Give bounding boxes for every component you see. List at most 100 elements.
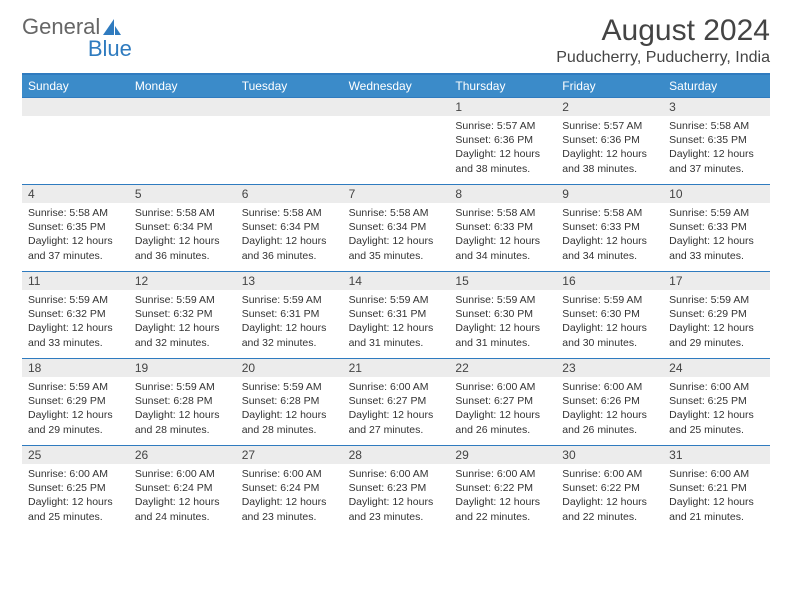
day-details: Sunrise: 5:59 AMSunset: 6:32 PMDaylight:… xyxy=(22,290,129,355)
day-details: Sunrise: 5:57 AMSunset: 6:36 PMDaylight:… xyxy=(556,116,663,181)
sunset-text: Sunset: 6:21 PM xyxy=(669,481,764,495)
sunrise-text: Sunrise: 5:58 AM xyxy=(135,206,230,220)
sunset-text: Sunset: 6:34 PM xyxy=(135,220,230,234)
sunrise-text: Sunrise: 5:59 AM xyxy=(242,293,337,307)
week-row: 18Sunrise: 5:59 AMSunset: 6:29 PMDayligh… xyxy=(22,358,770,445)
daylight-text: Daylight: 12 hours and 25 minutes. xyxy=(28,495,123,523)
daylight-text: Daylight: 12 hours and 38 minutes. xyxy=(455,147,550,175)
day-details: Sunrise: 5:59 AMSunset: 6:29 PMDaylight:… xyxy=(22,377,129,442)
day-header-row: Sunday Monday Tuesday Wednesday Thursday… xyxy=(22,75,770,97)
sunrise-text: Sunrise: 6:00 AM xyxy=(562,467,657,481)
day-details: Sunrise: 6:00 AMSunset: 6:27 PMDaylight:… xyxy=(449,377,556,442)
logo-text-2: Blue xyxy=(88,36,132,62)
day-cell xyxy=(343,98,450,184)
sunset-text: Sunset: 6:25 PM xyxy=(669,394,764,408)
day-number xyxy=(343,98,450,116)
day-number: 8 xyxy=(449,185,556,203)
day-details: Sunrise: 6:00 AMSunset: 6:25 PMDaylight:… xyxy=(663,377,770,442)
daylight-text: Daylight: 12 hours and 23 minutes. xyxy=(242,495,337,523)
day-details: Sunrise: 6:00 AMSunset: 6:23 PMDaylight:… xyxy=(343,464,450,529)
sunset-text: Sunset: 6:24 PM xyxy=(242,481,337,495)
day-header: Thursday xyxy=(449,75,556,97)
day-number: 1 xyxy=(449,98,556,116)
day-cell xyxy=(22,98,129,184)
day-details: Sunrise: 6:00 AMSunset: 6:26 PMDaylight:… xyxy=(556,377,663,442)
sunset-text: Sunset: 6:31 PM xyxy=(349,307,444,321)
day-cell xyxy=(129,98,236,184)
day-number: 12 xyxy=(129,272,236,290)
header: General August 2024 Puducherry, Puducher… xyxy=(22,14,770,67)
day-cell: 2Sunrise: 5:57 AMSunset: 6:36 PMDaylight… xyxy=(556,98,663,184)
sunset-text: Sunset: 6:22 PM xyxy=(562,481,657,495)
sunrise-text: Sunrise: 5:59 AM xyxy=(28,293,123,307)
daylight-text: Daylight: 12 hours and 29 minutes. xyxy=(28,408,123,436)
day-cell: 14Sunrise: 5:59 AMSunset: 6:31 PMDayligh… xyxy=(343,272,450,358)
day-cell: 8Sunrise: 5:58 AMSunset: 6:33 PMDaylight… xyxy=(449,185,556,271)
sunset-text: Sunset: 6:33 PM xyxy=(455,220,550,234)
sunrise-text: Sunrise: 5:58 AM xyxy=(349,206,444,220)
sunrise-text: Sunrise: 6:00 AM xyxy=(562,380,657,394)
daylight-text: Daylight: 12 hours and 36 minutes. xyxy=(135,234,230,262)
day-number: 26 xyxy=(129,446,236,464)
daylight-text: Daylight: 12 hours and 27 minutes. xyxy=(349,408,444,436)
sunrise-text: Sunrise: 5:59 AM xyxy=(135,293,230,307)
sunrise-text: Sunrise: 5:58 AM xyxy=(669,119,764,133)
logo-sail-icon xyxy=(102,18,122,36)
day-details: Sunrise: 6:00 AMSunset: 6:22 PMDaylight:… xyxy=(449,464,556,529)
day-number xyxy=(22,98,129,116)
sunset-text: Sunset: 6:34 PM xyxy=(242,220,337,234)
sunset-text: Sunset: 6:28 PM xyxy=(242,394,337,408)
sunset-text: Sunset: 6:29 PM xyxy=(669,307,764,321)
day-details: Sunrise: 5:59 AMSunset: 6:30 PMDaylight:… xyxy=(449,290,556,355)
day-header: Friday xyxy=(556,75,663,97)
title-block: August 2024 Puducherry, Puducherry, Indi… xyxy=(556,14,770,67)
sunrise-text: Sunrise: 6:00 AM xyxy=(349,380,444,394)
day-number: 31 xyxy=(663,446,770,464)
day-number: 7 xyxy=(343,185,450,203)
sunset-text: Sunset: 6:33 PM xyxy=(562,220,657,234)
day-header: Wednesday xyxy=(343,75,450,97)
day-number: 11 xyxy=(22,272,129,290)
week-row: 1Sunrise: 5:57 AMSunset: 6:36 PMDaylight… xyxy=(22,97,770,184)
day-number xyxy=(129,98,236,116)
day-number: 9 xyxy=(556,185,663,203)
day-number: 10 xyxy=(663,185,770,203)
daylight-text: Daylight: 12 hours and 28 minutes. xyxy=(135,408,230,436)
sunrise-text: Sunrise: 5:58 AM xyxy=(455,206,550,220)
week-row: 11Sunrise: 5:59 AMSunset: 6:32 PMDayligh… xyxy=(22,271,770,358)
day-details: Sunrise: 5:59 AMSunset: 6:30 PMDaylight:… xyxy=(556,290,663,355)
sunset-text: Sunset: 6:24 PM xyxy=(135,481,230,495)
sunset-text: Sunset: 6:30 PM xyxy=(455,307,550,321)
day-cell: 29Sunrise: 6:00 AMSunset: 6:22 PMDayligh… xyxy=(449,446,556,532)
sunrise-text: Sunrise: 5:59 AM xyxy=(669,206,764,220)
sunset-text: Sunset: 6:32 PM xyxy=(135,307,230,321)
sunset-text: Sunset: 6:32 PM xyxy=(28,307,123,321)
day-number: 20 xyxy=(236,359,343,377)
sunrise-text: Sunrise: 5:57 AM xyxy=(455,119,550,133)
daylight-text: Daylight: 12 hours and 31 minutes. xyxy=(349,321,444,349)
sunrise-text: Sunrise: 5:59 AM xyxy=(135,380,230,394)
daylight-text: Daylight: 12 hours and 23 minutes. xyxy=(349,495,444,523)
day-cell: 16Sunrise: 5:59 AMSunset: 6:30 PMDayligh… xyxy=(556,272,663,358)
sunrise-text: Sunrise: 6:00 AM xyxy=(455,467,550,481)
daylight-text: Daylight: 12 hours and 37 minutes. xyxy=(28,234,123,262)
day-cell: 27Sunrise: 6:00 AMSunset: 6:24 PMDayligh… xyxy=(236,446,343,532)
daylight-text: Daylight: 12 hours and 22 minutes. xyxy=(455,495,550,523)
daylight-text: Daylight: 12 hours and 34 minutes. xyxy=(562,234,657,262)
day-number: 18 xyxy=(22,359,129,377)
daylight-text: Daylight: 12 hours and 26 minutes. xyxy=(455,408,550,436)
sunset-text: Sunset: 6:36 PM xyxy=(455,133,550,147)
sunrise-text: Sunrise: 5:59 AM xyxy=(562,293,657,307)
day-number: 29 xyxy=(449,446,556,464)
day-number: 27 xyxy=(236,446,343,464)
day-details: Sunrise: 6:00 AMSunset: 6:27 PMDaylight:… xyxy=(343,377,450,442)
daylight-text: Daylight: 12 hours and 24 minutes. xyxy=(135,495,230,523)
sunrise-text: Sunrise: 5:57 AM xyxy=(562,119,657,133)
daylight-text: Daylight: 12 hours and 32 minutes. xyxy=(242,321,337,349)
day-cell: 24Sunrise: 6:00 AMSunset: 6:25 PMDayligh… xyxy=(663,359,770,445)
day-details: Sunrise: 6:00 AMSunset: 6:24 PMDaylight:… xyxy=(236,464,343,529)
day-cell: 6Sunrise: 5:58 AMSunset: 6:34 PMDaylight… xyxy=(236,185,343,271)
day-header: Sunday xyxy=(22,75,129,97)
sunrise-text: Sunrise: 6:00 AM xyxy=(135,467,230,481)
sunset-text: Sunset: 6:35 PM xyxy=(669,133,764,147)
